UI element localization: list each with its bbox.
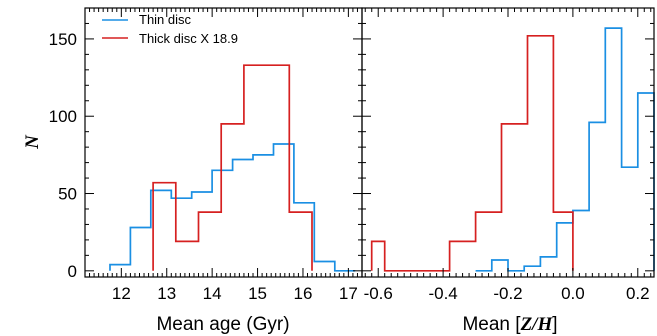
x-tick-label: 14 — [203, 284, 222, 303]
histogram-thick-disc-series — [370, 34, 574, 272]
x-tick-label: 0.2 — [626, 284, 650, 303]
x-axis-label-left: Mean age (Gyr) — [156, 314, 289, 335]
left-panel-age: 12 13 14 15 16 17 0 50 100 150 — [49, 7, 363, 303]
y-tick-label: 150 — [49, 30, 77, 49]
right-panel-metallicity: -0.6 -0.4 -0.2 0.0 0.2 — [361, 7, 655, 303]
x-tick-label: 13 — [157, 284, 176, 303]
histogram-thick-disc-series — [152, 64, 313, 271]
x-tick-label: 17 — [339, 284, 358, 303]
y-tick-label: 100 — [49, 107, 77, 126]
legend: Thin disc Thick disc X 18.9 — [102, 12, 238, 46]
legend-label-thick-disc: Thick disc X 18.9 — [139, 31, 238, 46]
x-tick-label: -0.4 — [428, 284, 457, 303]
y-tick-label: 50 — [58, 185, 77, 204]
histogram-thin-disc-series — [109, 143, 356, 272]
y-tick-label: 0 — [68, 262, 77, 281]
legend-label-thin-disc: Thin disc — [139, 12, 192, 27]
x-tick-label: -0.2 — [493, 284, 522, 303]
plot-frame — [361, 7, 655, 278]
x-tick-label: 0.0 — [561, 284, 585, 303]
x-tick-label: 12 — [112, 284, 131, 303]
histogram-thin-disc-series — [475, 27, 655, 272]
x-tick-label: 15 — [248, 284, 267, 303]
x-tick-label: -0.6 — [364, 284, 393, 303]
x-axis-label-right: Mean [Z/H] — [462, 314, 557, 335]
x-tick-label: 16 — [294, 284, 313, 303]
plot-frame — [84, 7, 363, 278]
y-axis-label: N — [22, 134, 43, 150]
